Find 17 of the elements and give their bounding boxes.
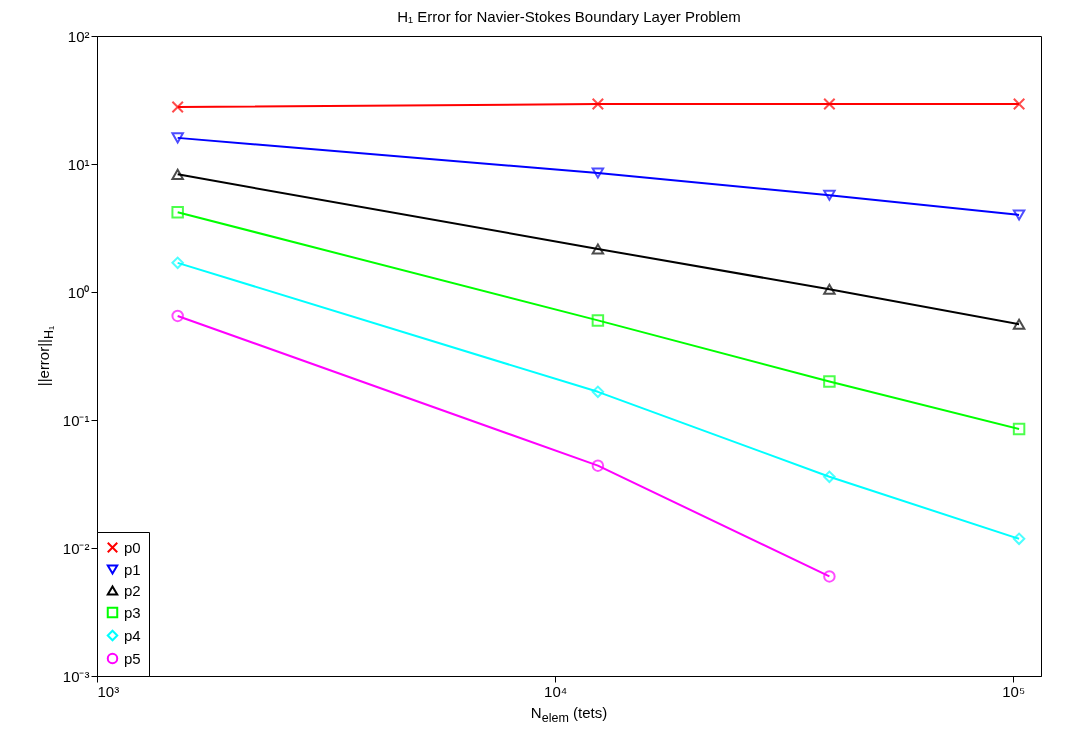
y-tick-label: 10⁰ (67, 283, 90, 301)
x-tick-label: 10³ (97, 682, 120, 700)
legend-label: p5 (124, 649, 141, 667)
y-tick-label: 10² (67, 27, 90, 45)
x-axis-title: N$_{elem}$ (tets) (530, 704, 608, 725)
x-tick-label: 10⁵ (1002, 682, 1026, 700)
y-tick-label: 10¹ (67, 155, 90, 173)
legend-label: p4 (124, 626, 141, 644)
y-tick-label: 10⁻¹ (62, 411, 90, 429)
chart-title: H₁ Error for Navier-Stokes Boundary Layer Problem (397, 8, 741, 25)
legend-label: p0 (124, 538, 141, 556)
legend-label: p3 (124, 603, 141, 621)
y-tick-label: 10⁻³ (62, 667, 90, 685)
y-tick-label: 10⁻² (62, 539, 90, 557)
legend-label: p2 (124, 581, 141, 599)
legend-label: p1 (124, 560, 141, 578)
x-tick-label: 10⁴ (544, 682, 568, 700)
